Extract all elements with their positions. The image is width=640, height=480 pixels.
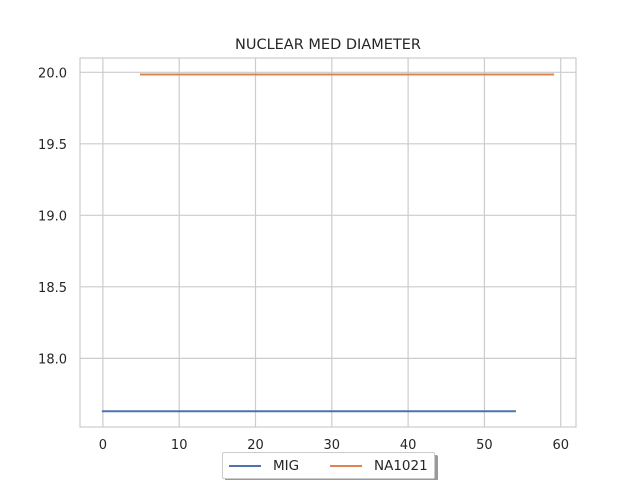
x-tick-label: 30 [324,438,341,453]
x-tick-label: 60 [552,438,569,453]
x-tick-label: 0 [99,438,107,453]
legend-label-na1021: NA1021 [374,457,428,474]
legend-label-mig: MIG [273,457,300,474]
series-layer [101,73,555,413]
legend-item-na1021: NA1021 [330,453,428,478]
grid-layer [80,58,576,427]
legend: MIG NA1021 [222,452,435,479]
y-tick-label: 19.0 [38,209,67,224]
tick-layer: 0 10 20 30 40 50 60 18.0 18.5 19.0 19.5 20.0 [38,66,569,453]
x-tick-label: 50 [476,438,493,453]
y-tick-label: 19.5 [38,138,67,153]
x-tick-label: 20 [247,438,264,453]
y-tick-label: 18.5 [38,281,67,296]
y-tick-label: 20.0 [38,66,67,81]
x-tick-label: 10 [171,438,188,453]
legend-swatch-na1021 [330,464,362,467]
chart-title: NUCLEAR MED DIAMETER [235,37,421,53]
legend-item-mig: MIG [229,453,299,478]
y-tick-label: 18.0 [38,352,67,367]
legend-swatch-mig [229,464,261,467]
x-tick-label: 40 [400,438,417,453]
plot-frame [79,57,577,428]
